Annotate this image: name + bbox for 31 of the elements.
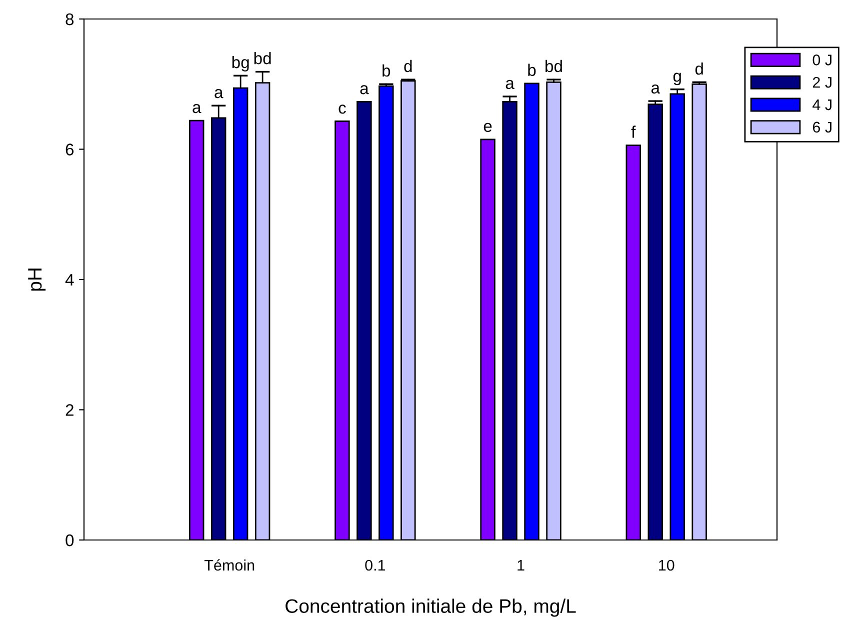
- data-label: a: [360, 85, 369, 94]
- legend-label: 6 J: [812, 122, 832, 133]
- x-tick-label: 1: [518, 560, 524, 571]
- data-label: bd: [254, 52, 271, 64]
- legend-label: 0 J: [812, 54, 832, 66]
- x-axis-title: Concentration initiale de Pb, mg/L: [286, 598, 576, 617]
- data-label: bg: [232, 56, 249, 72]
- legend-label: 4 J: [812, 100, 832, 110]
- y-tick-label: 4: [65, 274, 74, 286]
- legend-label: 2 J: [812, 76, 832, 88]
- data-label: d: [695, 62, 703, 75]
- data-label: b: [382, 64, 390, 77]
- data-label: a: [506, 80, 514, 90]
- data-label: a: [651, 84, 660, 94]
- data-label: f: [631, 126, 636, 138]
- data-label: e: [484, 122, 492, 132]
- data-label: d: [404, 60, 412, 72]
- y-tick-label: 2: [66, 404, 74, 416]
- data-label: a: [214, 89, 224, 98]
- y-tick-label: 0: [66, 534, 74, 546]
- y-tick-label: 8: [66, 13, 74, 26]
- data-label: a: [192, 104, 202, 114]
- data-label: g: [673, 72, 681, 86]
- y-axis-title: pH: [28, 268, 46, 291]
- x-tick-label: 0.1: [365, 560, 386, 571]
- data-label: c: [338, 104, 346, 114]
- x-tick-label: 10: [659, 560, 674, 571]
- x-tick-label: Témoin: [204, 559, 254, 571]
- data-label: b: [528, 64, 536, 76]
- data-label: bd: [546, 60, 562, 72]
- y-tick-label: 6: [66, 144, 74, 156]
